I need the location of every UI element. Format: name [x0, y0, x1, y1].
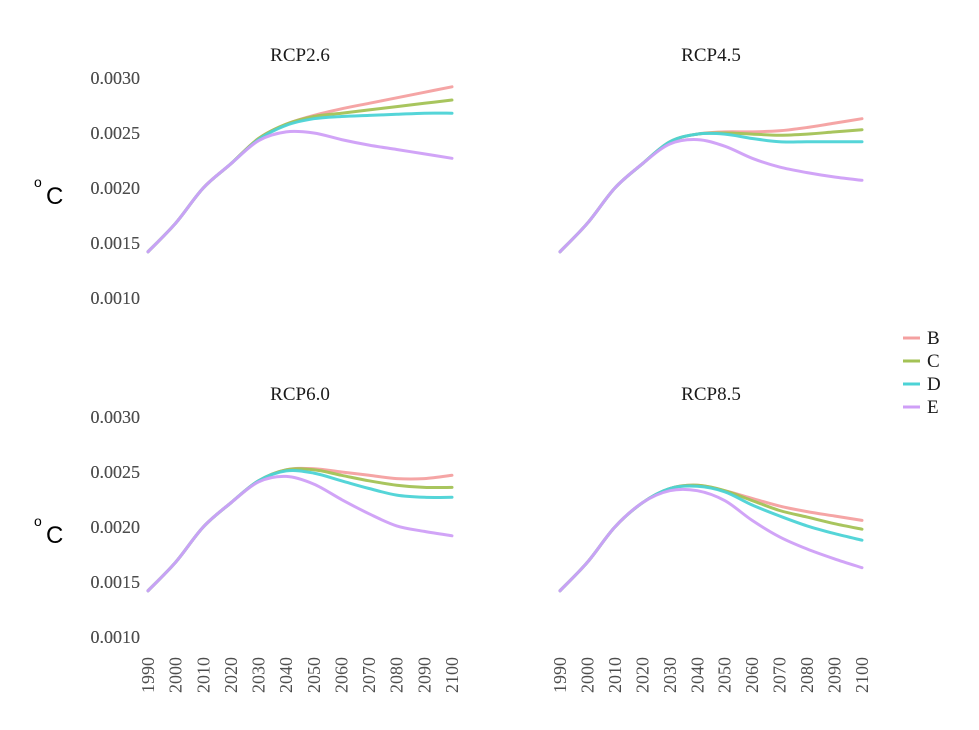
- x-tick-label-rcp60: 2040: [276, 657, 296, 693]
- series-line-d-rcp26: [146, 111, 454, 254]
- y-tick-label-rcp26: 0.0015: [91, 233, 141, 253]
- x-tick-label-rcp85: 2060: [742, 657, 762, 693]
- series-line-e-rcp26: [146, 129, 454, 254]
- x-tick-label-rcp60: 1990: [138, 657, 158, 693]
- x-tick-label-rcp60: 2070: [359, 657, 379, 693]
- y-tick-label-rcp85: 0.0010: [91, 627, 141, 647]
- panel-rcp85: RCP8.5 0.0010 0.0015 0.0020 0.0025 0.0030 1990…: [91, 384, 873, 693]
- y-axis-label-rcp26: C: [46, 183, 63, 210]
- legend-label-d: D: [927, 374, 941, 395]
- x-tick-label-rcp60: 2050: [304, 657, 324, 693]
- series-line-e-rcp85: [558, 487, 864, 593]
- x-tick-label-rcp85: 2010: [605, 657, 625, 693]
- y-tick-label-rcp26: 0.0025: [91, 123, 141, 143]
- y-axis-label-rcp60: C: [46, 522, 63, 549]
- x-tick-label-rcp85: 2080: [797, 657, 817, 693]
- y-tick-label-rcp60: 0.0015: [91, 572, 141, 592]
- legend-label-b: B: [927, 328, 940, 349]
- x-tick-label-rcp60: 2020: [221, 657, 241, 693]
- x-tick-label-rcp85: 2030: [660, 657, 680, 693]
- y-tick-label-rcp85: 0.0020: [91, 517, 141, 537]
- y-tick-label-rcp45: 0.0030: [91, 68, 141, 88]
- legend-label-e: E: [927, 397, 939, 418]
- panel-title-rcp60: RCP6.0: [270, 384, 330, 405]
- panel-rcp45: RCP4.5 0.0010 0.0015 0.0020 0.0025 0.0030: [91, 45, 864, 308]
- y-tick-label-rcp60: 0.0030: [91, 407, 141, 427]
- x-tick-label-rcp60: 2090: [414, 657, 434, 693]
- panel-rcp26: RCP2.6 0.0010 0.0015 0.0020 0.0025 0.0030 oC: [34, 45, 454, 308]
- panel-rcp60: RCP6.0 0.0010 0.0015 0.0020 0.0025 0.0030 oC 19…: [34, 384, 462, 693]
- y-tick-label-rcp60: 0.0025: [91, 462, 141, 482]
- x-tick-label-rcp85: 2050: [715, 657, 735, 693]
- series-line-e-rcp45: [558, 138, 864, 254]
- panel-title-rcp45: RCP4.5: [681, 45, 741, 66]
- y-tick-label-rcp45: 0.0025: [91, 123, 141, 143]
- series-line-d-rcp45: [558, 131, 864, 254]
- x-tick-label-rcp60: 2080: [387, 657, 407, 693]
- y-tick-label-rcp45: 0.0020: [91, 178, 141, 198]
- x-tick-label-rcp60: 2060: [331, 657, 351, 693]
- series-line-b-rcp45: [558, 117, 864, 254]
- x-tick-label-rcp60: 2030: [249, 657, 269, 693]
- x-tick-label-rcp85: 2090: [825, 657, 845, 693]
- y-tick-label-rcp26: 0.0010: [91, 288, 141, 308]
- y-tick-label-rcp26: 0.0030: [91, 68, 141, 88]
- x-tick-label-rcp85: 1990: [550, 657, 570, 693]
- y-tick-label-rcp45: 0.0015: [91, 233, 141, 253]
- x-tick-label-rcp85: 2020: [632, 657, 652, 693]
- x-tick-label-rcp85: 2070: [770, 657, 790, 693]
- x-tick-label-rcp60: 2100: [442, 657, 462, 693]
- x-tick-label-rcp85: 2100: [852, 657, 872, 693]
- series-line-c-rcp45: [558, 128, 864, 254]
- y-tick-label-rcp60: 0.0010: [91, 627, 141, 647]
- series-line-d-rcp60: [146, 468, 454, 593]
- y-axis-label-sup-rcp60: o: [34, 513, 42, 529]
- panel-title-rcp85: RCP8.5: [681, 384, 741, 405]
- y-axis-label-sup-rcp26: o: [34, 174, 42, 190]
- y-tick-label-rcp26: 0.0020: [91, 178, 141, 198]
- x-tick-label-rcp85: 2000: [577, 657, 597, 693]
- x-tick-label-rcp60: 2010: [193, 657, 213, 693]
- x-tick-label-rcp85: 2040: [687, 657, 707, 693]
- y-tick-label-rcp60: 0.0020: [91, 517, 141, 537]
- y-tick-label-rcp85: 0.0030: [91, 407, 141, 427]
- panel-title-rcp26: RCP2.6: [270, 45, 330, 66]
- y-tick-label-rcp85: 0.0015: [91, 572, 141, 592]
- x-tick-label-rcp60: 2000: [166, 657, 186, 693]
- y-tick-label-rcp45: 0.0010: [91, 288, 141, 308]
- series-line-b-rcp26: [146, 85, 454, 254]
- series-line-e-rcp60: [146, 474, 454, 593]
- legend-label-c: C: [927, 351, 940, 372]
- y-tick-label-rcp85: 0.0025: [91, 462, 141, 482]
